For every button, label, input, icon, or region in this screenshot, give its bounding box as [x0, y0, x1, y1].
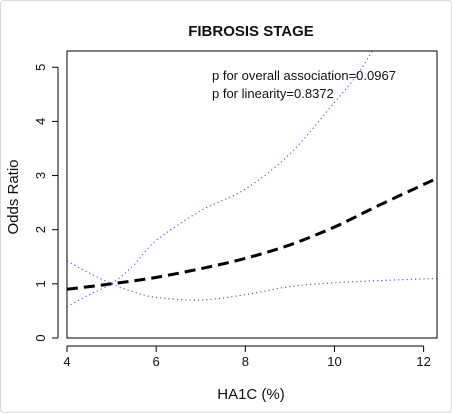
upper-ci-line — [67, 51, 373, 308]
lower-ci-line — [67, 260, 437, 301]
chart-title: FIBROSIS STAGE — [188, 23, 314, 40]
annotation-overall-p: p for overall association=0.0967 — [212, 68, 396, 83]
y-axis-label: Odds Ratio — [5, 159, 22, 234]
y-tick-label-2: 2 — [33, 226, 48, 233]
annotation-linearity-p: p for linearity=0.8372 — [212, 86, 334, 101]
x-axis-label: HA1C (%) — [217, 386, 285, 403]
x-tick-label-3: 10 — [327, 354, 341, 369]
y-tick-label-5: 5 — [33, 64, 48, 71]
y-tick-label-0: 0 — [33, 334, 48, 341]
y-tick-label-1: 1 — [33, 280, 48, 287]
plot-border — [66, 50, 438, 339]
x-tick-label-2: 8 — [242, 354, 249, 369]
y-tick-label-4: 4 — [33, 118, 48, 125]
x-tick-label-4: 12 — [416, 354, 430, 369]
estimate-line — [67, 176, 437, 291]
y-tick-label-3: 3 — [33, 172, 48, 179]
x-tick-label-0: 4 — [63, 354, 70, 369]
x-tick-label-1: 6 — [153, 354, 160, 369]
